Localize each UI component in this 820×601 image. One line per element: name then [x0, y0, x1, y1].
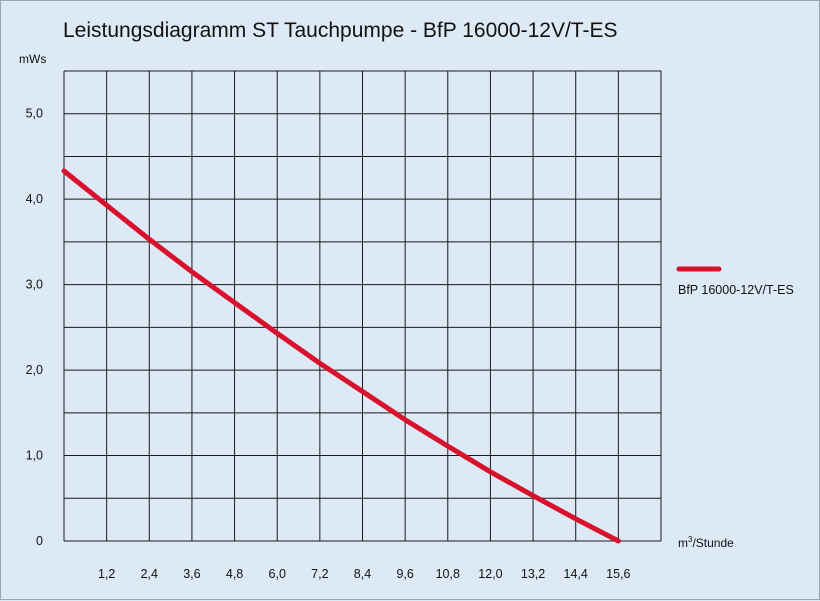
- x-tick-label: 14,4: [564, 567, 588, 581]
- x-tick-label: 12,0: [478, 567, 502, 581]
- x-tick-label: 8,4: [354, 567, 371, 581]
- x-tick-label: 9,6: [396, 567, 413, 581]
- x-tick-label: 7,2: [311, 567, 328, 581]
- y-tick-label: 3,0: [26, 278, 43, 292]
- y-axis-label: mWs: [19, 52, 46, 66]
- series-group: [64, 171, 619, 541]
- x-axis-label: m3/Stunde: [678, 535, 734, 550]
- grid: [64, 71, 661, 541]
- x-tick-label: 6,0: [269, 567, 286, 581]
- y-tick-label: 2,0: [26, 363, 43, 377]
- ticks: 1,2 2,4 3,6 4,8 6,0 7,2 8,4 9,6 10,8 12,0 13,2 14,4…: [26, 107, 631, 581]
- legend-label: BfP 16000-12V/T-ES: [678, 283, 794, 297]
- y-tick-label: 5,0: [26, 107, 43, 121]
- x-tick-label: 3,6: [183, 567, 200, 581]
- y-tick-label: 1,0: [26, 449, 43, 463]
- x-tick-label: 2,4: [141, 567, 158, 581]
- x-tick-label: 1,2: [98, 567, 115, 581]
- y-tick-label: 4,0: [26, 192, 43, 206]
- chart-title: Leistungsdiagramm ST Tauchpumpe - BfP 16…: [63, 19, 617, 42]
- x-tick-label: 4,8: [226, 567, 243, 581]
- series-line: [64, 171, 618, 541]
- x-tick-label: 10,8: [436, 567, 460, 581]
- x-tick-label: 13,2: [521, 567, 545, 581]
- y-tick-label: 0: [36, 534, 43, 548]
- legend: BfP 16000-12V/T-ES: [678, 269, 794, 297]
- x-tick-label: 15,6: [606, 567, 630, 581]
